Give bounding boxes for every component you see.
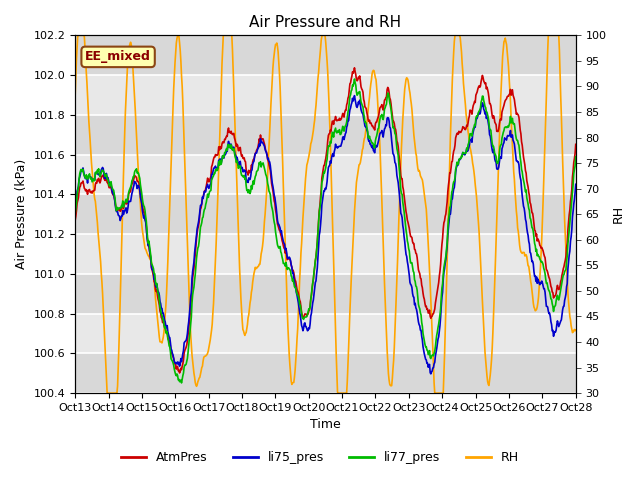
Bar: [75, 75, 576, 115]
Bar: [75, 313, 576, 353]
Bar: [75, 36, 576, 75]
Bar: [75, 274, 576, 313]
Legend: AtmPres, li75_pres, li77_pres, RH: AtmPres, li75_pres, li77_pres, RH: [116, 446, 524, 469]
Bar: [75, 115, 576, 155]
Y-axis label: RH: RH: [612, 205, 625, 223]
Bar: [75, 155, 576, 194]
Bar: [75, 353, 576, 393]
Bar: [75, 194, 576, 234]
Bar: [75, 234, 576, 274]
Title: Air Pressure and RH: Air Pressure and RH: [250, 15, 401, 30]
Text: EE_mixed: EE_mixed: [85, 50, 151, 63]
X-axis label: Time: Time: [310, 419, 341, 432]
Y-axis label: Air Pressure (kPa): Air Pressure (kPa): [15, 159, 28, 269]
